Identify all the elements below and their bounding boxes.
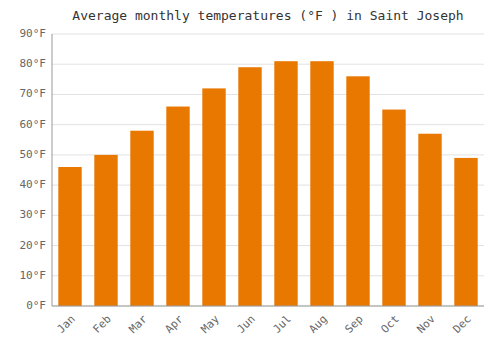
x-tick-label: Jul: [271, 313, 294, 336]
y-tick-label: 30°F: [20, 208, 47, 221]
bar: [238, 67, 261, 306]
y-tick-label: 90°F: [20, 27, 47, 40]
y-tick-label: 60°F: [20, 118, 47, 131]
x-tick-label: Jan: [55, 313, 78, 336]
y-tick-label: 10°F: [20, 269, 47, 282]
y-axis-line: [52, 34, 53, 306]
x-tick-labels: Jan Feb Mar Apr May Jun Jul Aug Sep Oct Nov Dec: [55, 312, 474, 336]
bar: [58, 167, 81, 306]
chart: 0°F 10°F 20°F 30°F 40°F 50°F 60°F 70°F 80°F 90°F J…: [0, 0, 500, 350]
y-tick-label: 80°F: [20, 57, 47, 70]
x-tick-label: Mar: [127, 312, 151, 336]
x-tick-label: Dec: [451, 313, 474, 336]
x-tick-label: Jun: [235, 313, 258, 336]
y-tick-label: 50°F: [20, 148, 47, 161]
x-tick-label: Feb: [91, 313, 114, 336]
bar: [310, 61, 333, 306]
bar: [346, 76, 369, 306]
grid-line: [52, 306, 484, 307]
bar: [454, 158, 477, 306]
x-tick-label: Oct: [379, 313, 402, 336]
grid-line: [52, 64, 484, 65]
x-tick-label: Nov: [415, 312, 439, 336]
x-tick-label: Apr: [163, 312, 187, 336]
bar: [130, 131, 153, 306]
y-tick-labels: 0°F 10°F 20°F 30°F 40°F 50°F 60°F 70°F 80°F 90°F: [20, 27, 47, 312]
page: {"chart_data": {"type": "bar", "title": …: [0, 0, 500, 350]
y-grid: [52, 34, 484, 306]
y-tick-label: 70°F: [20, 87, 47, 100]
grid-line: [52, 34, 484, 35]
bars: [58, 61, 477, 306]
title: Average monthly temperatures (°F ) in Sa…: [72, 8, 463, 23]
grid-line: [52, 94, 484, 95]
axes: [52, 34, 484, 306]
y-tick-label: 20°F: [20, 239, 47, 252]
bar: [202, 88, 225, 306]
y-tick-label: 0°F: [26, 299, 46, 312]
x-tick-label: Aug: [307, 313, 330, 336]
x-tick-label: May: [199, 312, 223, 336]
y-tick-label: 40°F: [20, 178, 47, 191]
bar: [418, 134, 441, 306]
bar: [382, 110, 405, 306]
bar: [94, 155, 117, 306]
grid-line: [52, 124, 484, 125]
bar: [274, 61, 297, 306]
bar: [166, 107, 189, 306]
x-tick-label: Sep: [343, 313, 366, 336]
x-axis-line: [52, 306, 484, 307]
